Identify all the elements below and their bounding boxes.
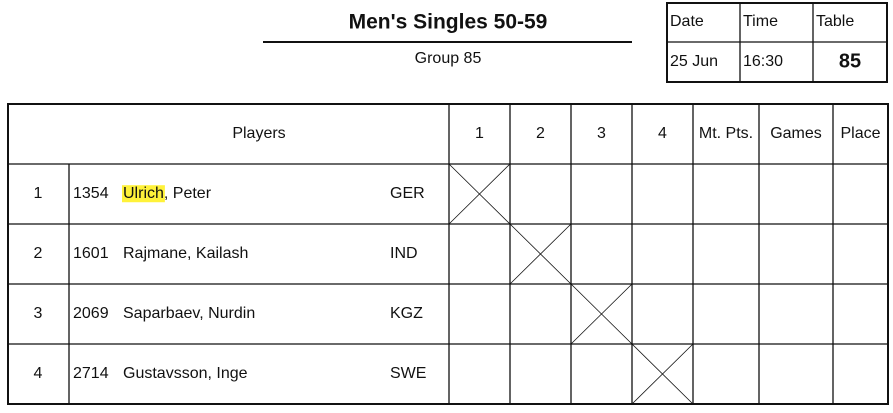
- player-name: Ulrich, Peter: [123, 185, 212, 202]
- given-name: , Inge: [207, 365, 247, 382]
- self-cross: [631, 343, 694, 405]
- country: GER: [390, 185, 425, 202]
- column-header: 3: [597, 125, 606, 142]
- given-name: , Peter: [164, 185, 212, 202]
- given-name: , Kailash: [187, 245, 248, 262]
- surname: Gustavsson: [123, 365, 207, 382]
- country: IND: [390, 245, 418, 262]
- row-number: 4: [34, 365, 43, 382]
- column-header: 1: [475, 125, 484, 142]
- country: KGZ: [390, 305, 423, 322]
- info-value: 25 Jun: [670, 53, 718, 70]
- title: Men's Singles 50-59: [349, 11, 548, 34]
- column-header: 4: [658, 125, 667, 142]
- player-name: Saparbaev, Nurdin: [123, 305, 255, 322]
- info-header: Table: [816, 13, 854, 30]
- row-number: 1: [34, 185, 43, 202]
- player-id: 2069: [73, 305, 109, 322]
- column-header: Mt. Pts.: [699, 125, 753, 142]
- self-cross: [509, 223, 572, 285]
- column-header: Games: [770, 125, 822, 142]
- player-id: 1601: [73, 245, 109, 262]
- surname: Rajmane: [123, 245, 187, 262]
- surname: Saparbaev: [123, 305, 200, 322]
- player-name: Gustavsson, Inge: [123, 365, 248, 382]
- country: SWE: [390, 365, 426, 382]
- column-header: 2: [536, 125, 545, 142]
- player-id: 2714: [73, 365, 109, 382]
- highlight: [122, 185, 165, 203]
- info-value: 85: [839, 50, 861, 72]
- table-frame: [7, 103, 889, 405]
- player-id: 1354: [73, 185, 109, 202]
- info-value: 16:30: [743, 53, 783, 70]
- self-cross: [570, 283, 633, 345]
- row-number: 2: [34, 245, 43, 262]
- given-name: , Nurdin: [199, 305, 255, 322]
- player-name: Rajmane, Kailash: [123, 245, 248, 262]
- info-header: Time: [743, 13, 778, 30]
- column-header: Players: [232, 125, 285, 142]
- self-cross: [448, 163, 511, 225]
- surname: Ulrich: [123, 185, 164, 202]
- subtitle: Group 85: [415, 50, 482, 67]
- info-header: Date: [670, 13, 704, 30]
- column-header: Place: [840, 125, 880, 142]
- row-number: 3: [34, 305, 43, 322]
